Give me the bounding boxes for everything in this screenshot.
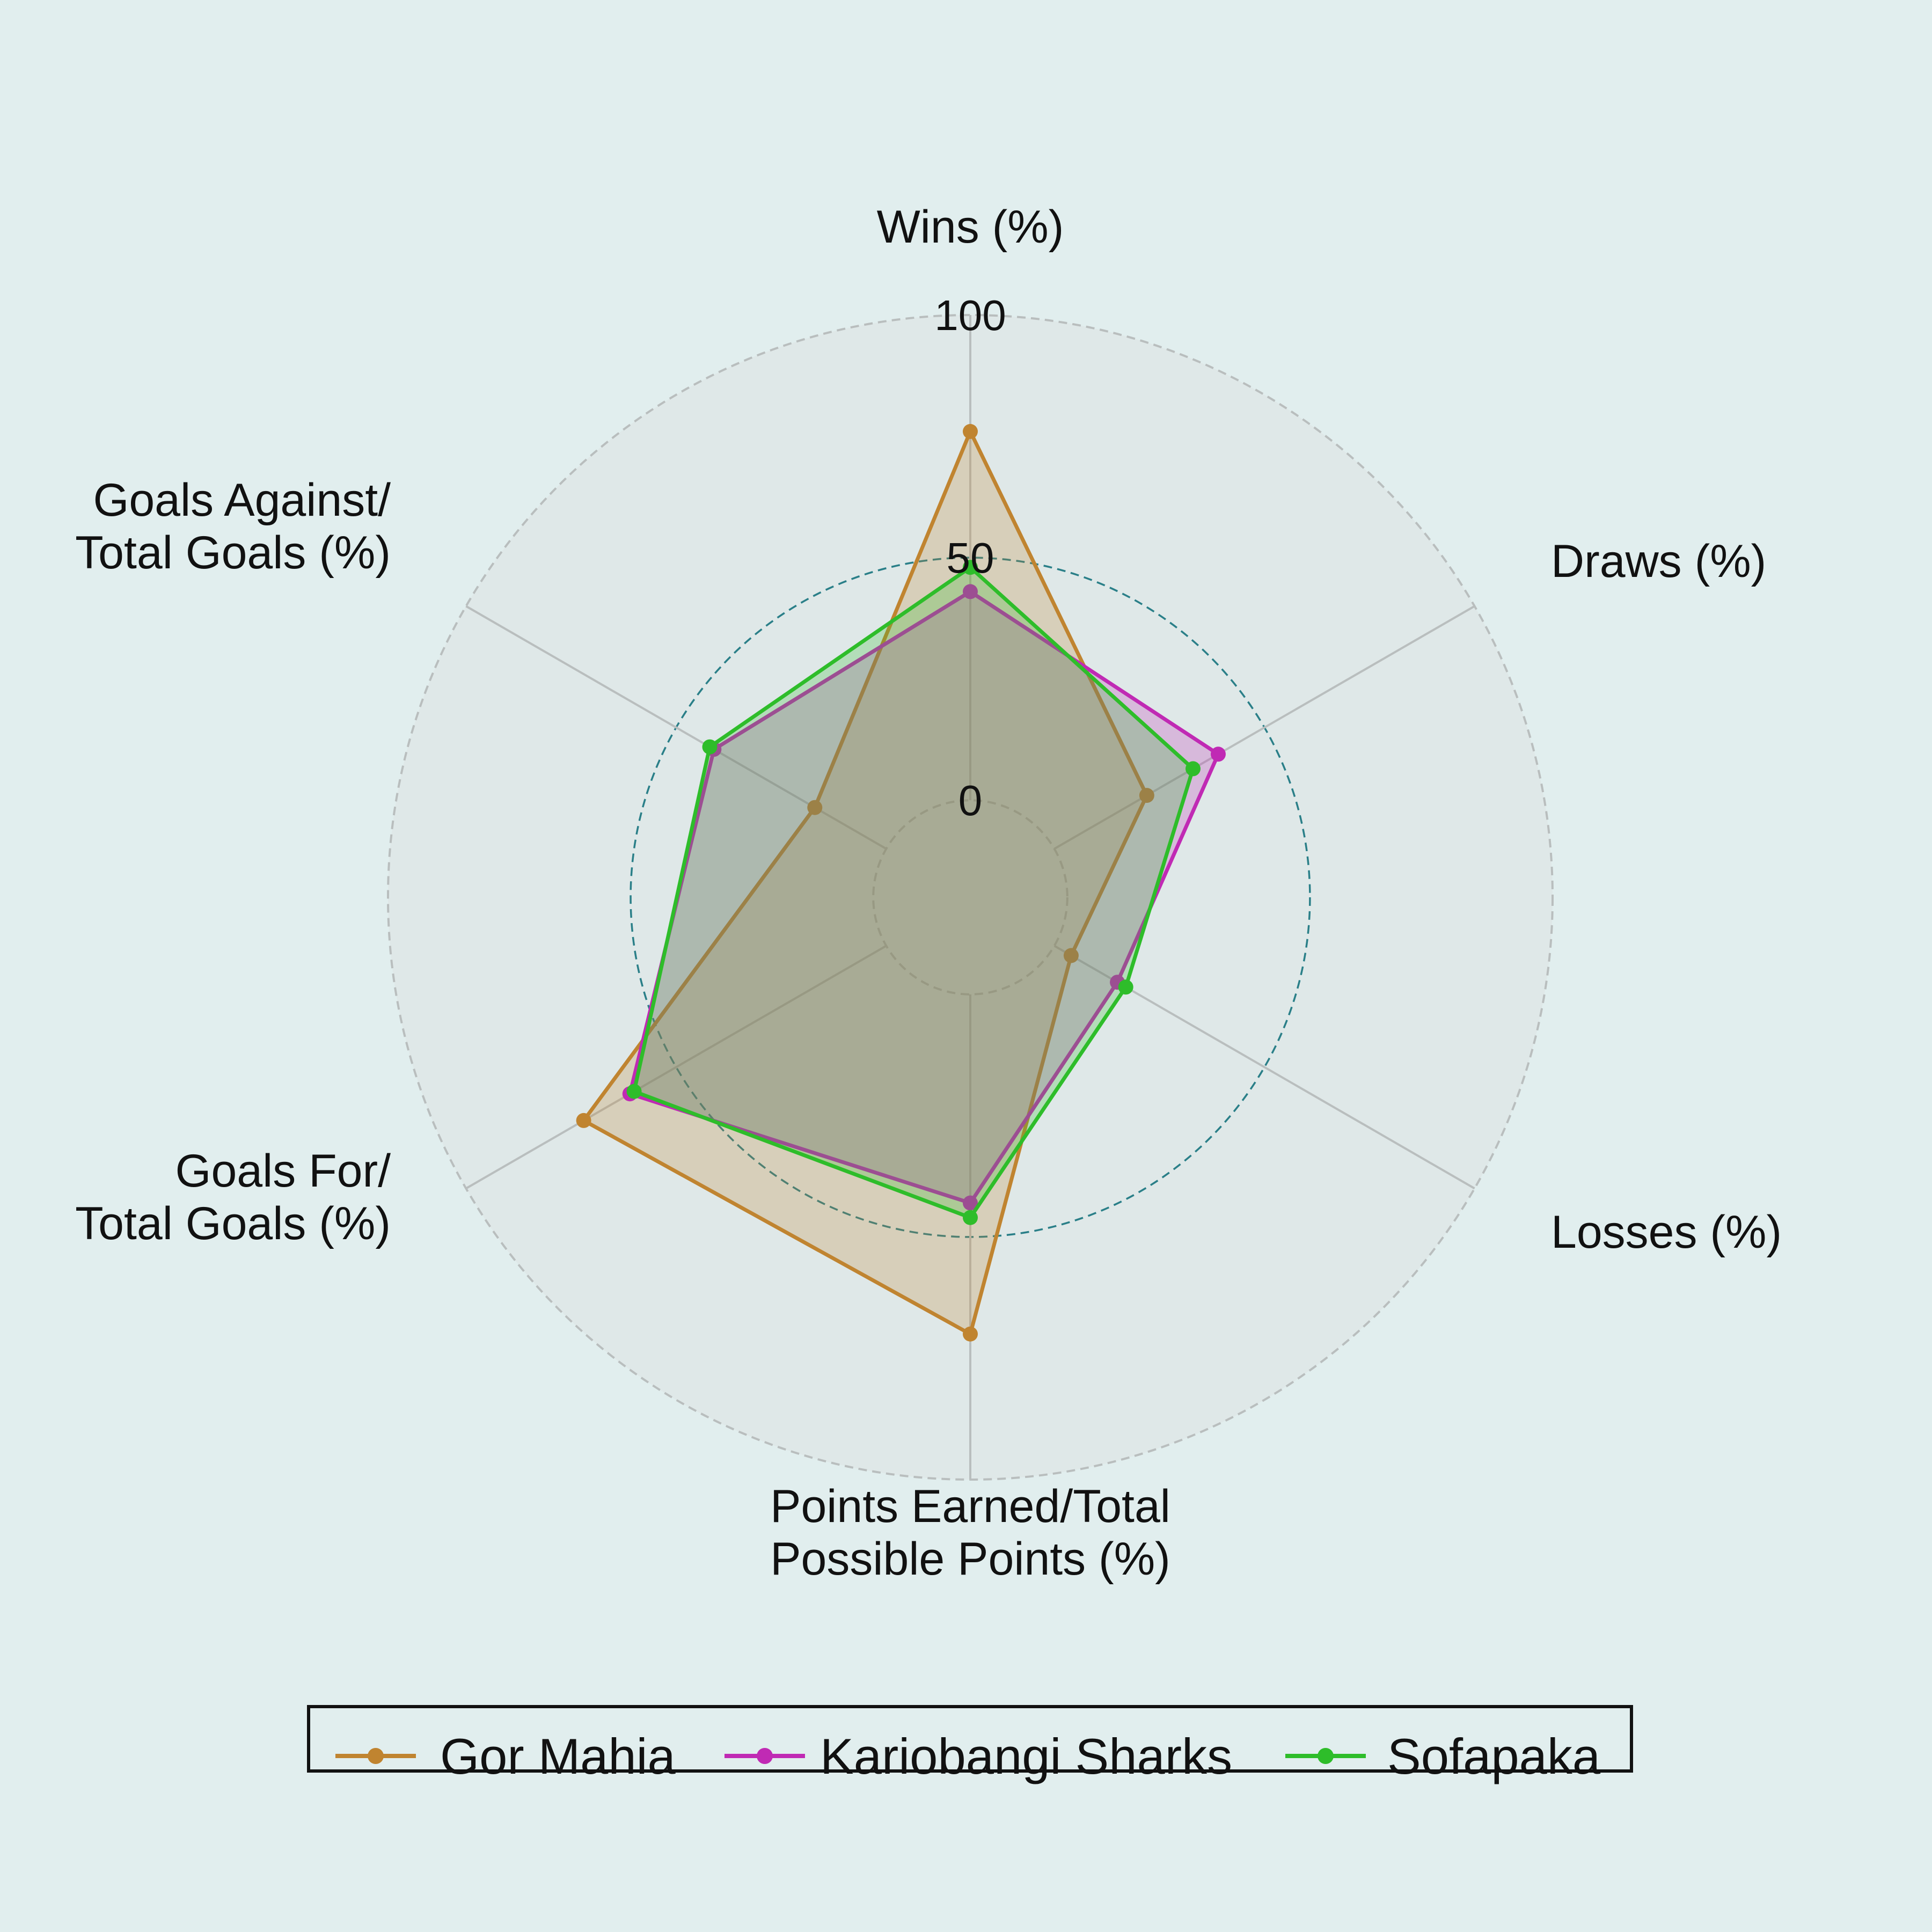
axis-label: Goals For/Total Goals (%) (75, 1145, 391, 1249)
legend-item: Gor Mahia (335, 1728, 676, 1784)
series-2 (626, 560, 1201, 1225)
data-point (1185, 761, 1201, 777)
series-area (634, 567, 1193, 1218)
axis-label: Losses (%) (1551, 1206, 1782, 1258)
legend-item: Sofapaka (1285, 1728, 1601, 1784)
tick-label: 50 (947, 534, 994, 582)
legend-item: Kariobangi Sharks (724, 1728, 1232, 1784)
legend-swatch-marker (368, 1748, 384, 1764)
data-point (1139, 788, 1154, 803)
data-point (963, 424, 978, 439)
axis-spoke (465, 945, 887, 1190)
data-point (576, 1113, 591, 1128)
data-point (1063, 948, 1079, 963)
plot-background (388, 315, 1553, 1480)
legend-label: Sofapaka (1387, 1728, 1601, 1784)
data-point (963, 1210, 978, 1225)
radial-tick-labels: 0 50 100 (934, 291, 1006, 824)
legend-swatch-marker (757, 1748, 773, 1764)
data-point (1118, 979, 1133, 995)
series-area (583, 431, 1147, 1334)
legend-label: Gor Mahia (440, 1728, 676, 1784)
grid-ring-0 (872, 799, 1069, 996)
data-point (1210, 747, 1226, 762)
data-point (963, 1195, 978, 1211)
data-point (626, 1084, 642, 1099)
axis-spoke (1053, 605, 1475, 850)
tick-label: 0 (958, 777, 983, 824)
radar-grid (387, 314, 1554, 1481)
legend-box (307, 1705, 1633, 1773)
tick-label: 100 (934, 291, 1006, 339)
data-point (702, 739, 718, 755)
data-point (963, 584, 978, 599)
radar-series (576, 424, 1226, 1342)
data-point (963, 560, 978, 575)
series-0 (576, 424, 1154, 1342)
axis-labels: Wins (%) Draws (%) Losses (%) Points Earned… (75, 201, 1782, 1585)
axis-label: Points Earned/Total Possible Points (%) (770, 1481, 1170, 1585)
data-point (807, 800, 823, 815)
legend: Gor Mahia Kariobangi Sharks Sofapaka (307, 1705, 1633, 1784)
axis-label: Wins (%) (877, 201, 1064, 253)
legend-label: Kariobangi Sharks (820, 1728, 1232, 1784)
axis-label: Draws (%) (1551, 536, 1766, 587)
axis-label: Goals Against/Total Goals (%) (75, 474, 391, 579)
legend-swatch-marker (1318, 1748, 1334, 1764)
data-point (963, 1326, 978, 1342)
